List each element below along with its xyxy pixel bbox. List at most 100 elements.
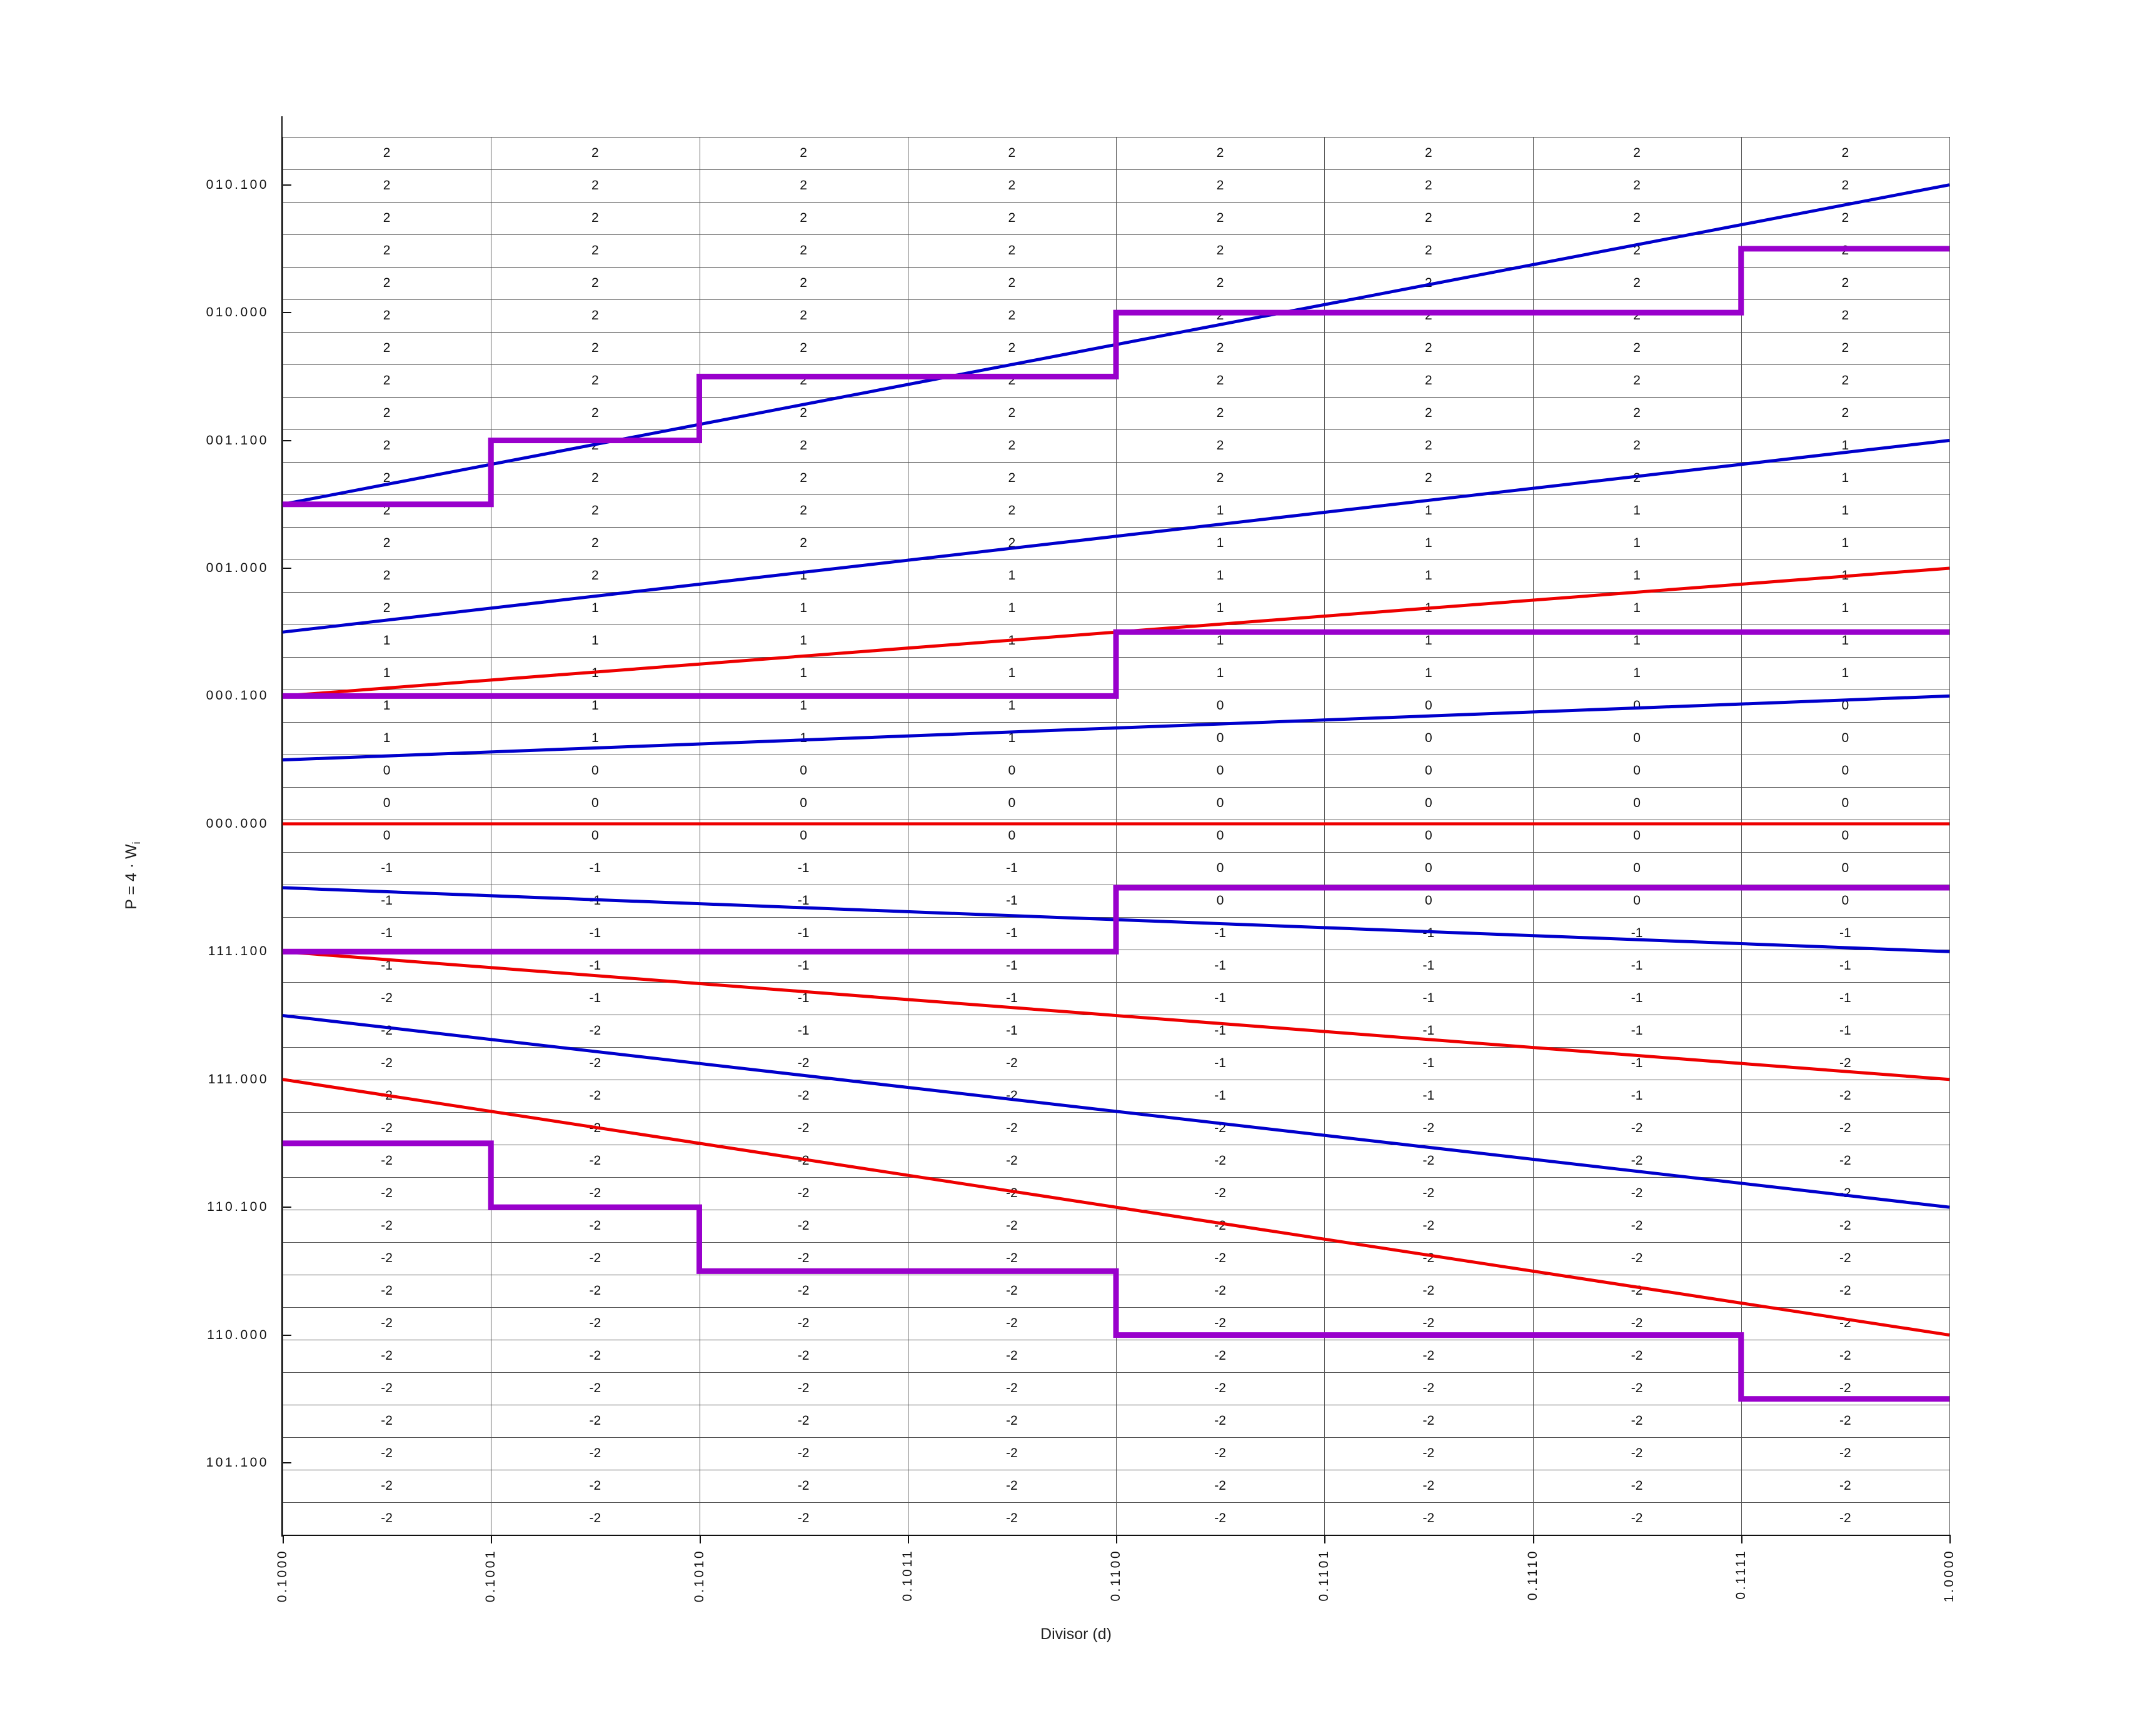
quotient-digit-cell: -1: [1006, 926, 1018, 940]
quotient-digit-cell: -2: [1214, 1446, 1226, 1460]
quotient-digit-cell: -2: [797, 1316, 810, 1330]
x-tick-mark: [1324, 1535, 1326, 1543]
quotient-digit-cell: 2: [1008, 178, 1016, 193]
y-tick-label: 111.000: [208, 1071, 269, 1086]
quotient-digit-cell: 2: [1425, 406, 1432, 420]
quotient-digit-cell: -1: [1839, 926, 1851, 940]
quotient-digit-cell: 0: [800, 763, 807, 778]
quotient-digit-cell: -2: [381, 991, 393, 1005]
quotient-digit-cell: -2: [1631, 1251, 1643, 1265]
y-tick-label: 001.100: [206, 433, 269, 448]
quotient-digit-cell: -1: [381, 958, 393, 973]
quotient-digit-cell: 2: [383, 146, 391, 160]
x-tick-mark: [1741, 1535, 1742, 1543]
quotient-digit-cell: 2: [800, 471, 807, 485]
quotient-digit-cell: -1: [797, 926, 810, 940]
quotient-digit-cell: 1: [591, 698, 599, 713]
quotient-digit-cell: -2: [1006, 1413, 1018, 1428]
quotient-digit-cell: 1: [1216, 633, 1224, 648]
quotient-digit-cell: -1: [589, 991, 601, 1005]
quotient-digit-cell: 2: [591, 308, 599, 323]
quotient-digit-cell: 2: [1008, 341, 1016, 355]
quotient-digit-cell: 2: [1633, 211, 1641, 225]
quotient-digit-cell: -2: [1631, 1381, 1643, 1395]
quotient-digit-cell: 2: [1425, 471, 1432, 485]
quotient-digit-cell: 1: [1008, 568, 1016, 583]
quotient-digit-cell: 0: [1841, 698, 1849, 713]
quotient-digit-cell: 1: [1425, 633, 1432, 648]
quotient-digit-cell: 1: [1841, 601, 1849, 615]
quotient-digit-cell: 1: [591, 601, 599, 615]
quotient-digit-cell: -2: [381, 1446, 393, 1460]
plot-right-frame: [1949, 137, 1950, 1535]
quotient-digit-cell: -1: [1214, 991, 1226, 1005]
quotient-digit-cell: 2: [1425, 178, 1432, 193]
quotient-digit-cell: -2: [1422, 1478, 1435, 1493]
quotient-digit-cell: -1: [1214, 1088, 1226, 1103]
quotient-digit-cell: 0: [1841, 861, 1849, 875]
quotient-digit-cell: 2: [1633, 276, 1641, 290]
quotient-digit-cell: 2: [591, 536, 599, 550]
quotient-digit-cell: 0: [1841, 796, 1849, 810]
quotient-digit-cell: 0: [1841, 763, 1849, 778]
quotient-digit-cell: -2: [381, 1088, 393, 1103]
quotient-digit-cell: 2: [1008, 536, 1016, 550]
quotient-digit-cell: -2: [589, 1478, 601, 1493]
quotient-digit-cell: -2: [1422, 1121, 1435, 1135]
x-tick-label: 0.1001: [483, 1549, 498, 1603]
quotient-digit-cell: -2: [1422, 1283, 1435, 1298]
quotient-digit-cell: -2: [1422, 1153, 1435, 1168]
quotient-digit-cell: 2: [383, 211, 391, 225]
quotient-digit-cell: 2: [1841, 243, 1849, 258]
quotient-digit-cell: -1: [1006, 958, 1018, 973]
quotient-digit-cell: -2: [1631, 1153, 1643, 1168]
quotient-digit-cell: 1: [591, 633, 599, 648]
quotient-digit-cell: 2: [383, 373, 391, 388]
quotient-digit-cell: -2: [589, 1348, 601, 1363]
quotient-digit-cell: 2: [591, 178, 599, 193]
grid-line-vertical: [1116, 137, 1117, 1535]
quotient-digit-cell: 1: [383, 698, 391, 713]
quotient-digit-cell: -2: [797, 1348, 810, 1363]
quotient-digit-cell: 2: [800, 536, 807, 550]
quotient-digit-cell: 2: [591, 243, 599, 258]
quotient-digit-cell: 1: [1633, 666, 1641, 680]
quotient-digit-cell: -2: [1631, 1511, 1643, 1525]
quotient-digit-cell: 2: [1633, 373, 1641, 388]
quotient-digit-cell: 2: [1841, 308, 1849, 323]
quotient-digit-cell: -1: [797, 1023, 810, 1038]
quotient-digit-cell: -1: [381, 861, 393, 875]
quotient-digit-cell: 2: [800, 178, 807, 193]
quotient-digit-cell: 0: [1633, 828, 1641, 843]
quotient-digit-cell: 2: [383, 503, 391, 518]
quotient-digit-cell: 0: [1633, 861, 1641, 875]
quotient-digit-cell: -2: [381, 1413, 393, 1428]
quotient-digit-cell: -1: [1631, 958, 1643, 973]
quotient-digit-cell: -2: [1422, 1446, 1435, 1460]
quotient-digit-cell: 2: [800, 211, 807, 225]
quotient-digit-cell: -1: [1422, 1023, 1435, 1038]
quotient-digit-cell: -2: [1631, 1413, 1643, 1428]
quotient-digit-cell: 2: [1841, 211, 1849, 225]
quotient-digit-cell: -2: [589, 1186, 601, 1200]
quotient-digit-cell: 1: [800, 698, 807, 713]
quotient-digit-cell: 1: [1216, 568, 1224, 583]
quotient-digit-cell: -2: [1422, 1413, 1435, 1428]
quotient-digit-cell: 2: [1008, 471, 1016, 485]
x-axis-title: Divisor (d): [1040, 1625, 1112, 1643]
quotient-digit-cell: 1: [1633, 503, 1641, 518]
quotient-digit-cell: 1: [591, 666, 599, 680]
quotient-digit-cell: -2: [797, 1446, 810, 1460]
grid-line-vertical: [1532, 137, 1534, 1535]
quotient-digit-cell: 2: [383, 568, 391, 583]
quotient-digit-cell: 0: [1841, 731, 1849, 745]
quotient-digit-cell: 1: [1008, 633, 1016, 648]
quotient-digit-cell: -2: [1214, 1121, 1226, 1135]
quotient-digit-cell: -2: [797, 1478, 810, 1493]
quotient-digit-cell: -2: [381, 1251, 393, 1265]
y-tick-label: 010.100: [206, 177, 269, 192]
quotient-digit-cell: 1: [1008, 666, 1016, 680]
quotient-digit-cell: -2: [381, 1511, 393, 1525]
quotient-digit-cell: -1: [1422, 926, 1435, 940]
quotient-digit-cell: -2: [1214, 1218, 1226, 1233]
